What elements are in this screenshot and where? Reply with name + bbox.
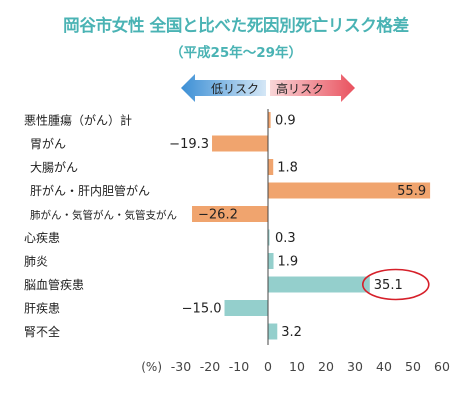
value-labels: 0.9 −19.3 1.8 55.9 −26.2 0.3 1.9 35.1 −15.0 3.2 (169, 114, 426, 341)
x-axis-ticks: (%) -30 -20 -10 0 10 20 30 40 50 60 (141, 359, 450, 374)
x-tick-label: 30 (347, 359, 363, 374)
x-tick-label: 50 (405, 359, 421, 374)
value-label: 55.9 (397, 184, 426, 199)
value-label: −26.2 (198, 208, 238, 223)
bar (268, 182, 431, 199)
category-label: 腎不全 (24, 324, 60, 339)
x-tick-label: -10 (229, 359, 249, 374)
bar (268, 276, 370, 293)
legend-low-risk: 低リスク (211, 82, 259, 96)
bars (192, 112, 431, 340)
x-tick-label: -30 (171, 359, 191, 374)
chart-subtitle: （平成25年〜29年） (169, 45, 303, 61)
legend-high-risk: 高リスク (276, 81, 324, 96)
highlight-circle (361, 268, 430, 301)
value-label: 35.1 (374, 278, 403, 293)
bar (268, 323, 278, 340)
low-risk-arrow-icon (181, 74, 266, 102)
category-label: 悪性腫瘍（がん）計 (24, 113, 132, 128)
bar (268, 229, 270, 246)
value-label: −15.0 (182, 302, 222, 317)
legend: 低リスク 高リスク (181, 74, 355, 102)
x-tick-label: -20 (200, 359, 220, 374)
category-labels: 悪性腫瘍（がん）計胃がん大腸がん肝がん・肝内胆管がん肺がん・気管がん・気管支がん… (24, 113, 177, 340)
bar (212, 135, 268, 152)
x-axis-unit-label: (%) (141, 360, 162, 374)
value-label: 1.9 (278, 255, 299, 270)
category-label: 肝疾患 (24, 301, 60, 316)
bar (224, 300, 268, 316)
value-label: 0.3 (275, 231, 296, 246)
value-label: 1.8 (277, 161, 298, 176)
x-tick-label: 0 (264, 359, 272, 374)
category-label: 大腸がん (30, 160, 78, 175)
high-risk-arrow-icon (270, 74, 355, 102)
value-label: 0.9 (275, 114, 296, 129)
bar (192, 206, 268, 222)
category-label: 胃がん (30, 136, 66, 151)
value-label: 3.2 (281, 325, 302, 340)
category-label: 肺がん・気管がん・気管支がん (30, 209, 177, 222)
category-label: 心疾患 (24, 230, 60, 245)
x-tick-label: 20 (318, 359, 334, 374)
x-tick-label: 60 (434, 359, 450, 374)
x-tick-label: 40 (376, 359, 392, 374)
chart-title: 岡谷市女性 全国と比べた死因別死亡リスク格差 (63, 16, 409, 35)
category-label: 肝がん・肝内胆管がん (30, 183, 150, 198)
category-label: 脳血管疾患 (24, 277, 84, 292)
bar (268, 253, 274, 269)
x-tick-label: 10 (289, 359, 305, 374)
bar (268, 112, 271, 128)
bar (268, 159, 274, 175)
value-label: −19.3 (169, 137, 209, 152)
category-label: 肺炎 (24, 255, 48, 269)
